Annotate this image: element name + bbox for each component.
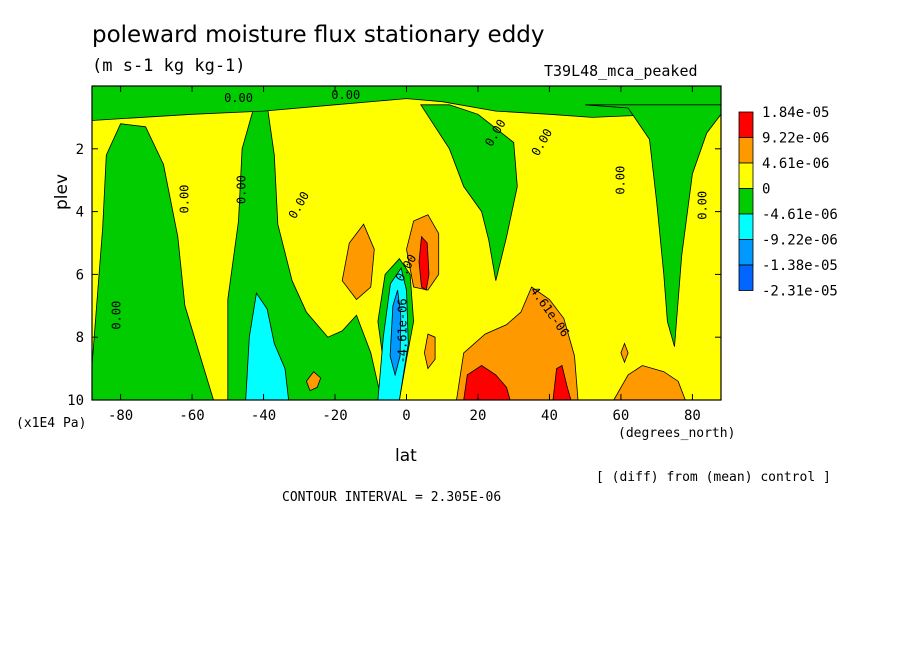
x-tick-label: 20 — [470, 408, 487, 424]
region-orange-mid-1 — [341, 223, 375, 301]
diff-note: [ (diff) from (mean) control ] — [596, 470, 831, 485]
legend-label: -9.22e-06 — [762, 233, 838, 249]
legend-label: -2.31e-05 — [762, 284, 838, 300]
x-tick-label: 40 — [541, 408, 558, 424]
region-nh-green-2 — [585, 104, 721, 347]
region-eq-blue-core — [389, 289, 402, 377]
x-tick-label: -20 — [322, 408, 347, 424]
chart-title: poleward moisture flux stationary eddy — [92, 22, 545, 48]
x-tick-label: 60 — [613, 408, 630, 424]
region-orange-nh-far — [613, 365, 686, 400]
contour-interval: CONTOUR INTERVAL = 2.305E-06 — [282, 490, 502, 505]
contour-label: -4.61e-06 — [395, 298, 409, 363]
x-axis-units: (degrees_north) — [618, 426, 736, 441]
legend-label: 4.61e-06 — [762, 156, 829, 172]
region-sh-cyan — [245, 292, 290, 400]
region-orange-small-nh — [620, 342, 629, 364]
legend-label: 1.84e-05 — [762, 105, 829, 121]
region-orange-small-eq — [423, 333, 436, 370]
contour-regions — [92, 86, 721, 400]
y-axis-ticks: 2 4 6 8 10 — [67, 142, 721, 409]
y-tick-label: 2 — [76, 142, 84, 158]
legend-swatch — [738, 137, 754, 164]
chart-units: (m s-1 kg kg-1) — [92, 56, 246, 76]
contour-label: 0.00 — [331, 88, 360, 102]
x-axis-label: lat — [395, 446, 417, 466]
x-tick-label: -60 — [179, 408, 204, 424]
contour-label: 0.00 — [613, 166, 627, 195]
y-tick-label: 8 — [76, 330, 84, 346]
run-label: T39L48_mca_peaked — [544, 62, 698, 80]
y-tick-label: 4 — [76, 205, 84, 221]
legend-label: 9.22e-06 — [762, 131, 829, 147]
region-nh-green-1 — [420, 104, 518, 281]
region-red-nh-low-1 — [463, 365, 511, 400]
contour-label: 0.00 — [224, 91, 253, 105]
legend-swatch — [738, 239, 754, 266]
contour-label: 0.00 — [110, 301, 124, 330]
legend-swatch — [738, 213, 754, 240]
contour-label: 0.00 — [235, 175, 249, 204]
x-axis-ticks: -80 -60 -40 -20 0 20 40 60 80 — [108, 86, 701, 424]
x-tick-label: 80 — [684, 408, 701, 424]
region-sh-high-green — [92, 123, 214, 400]
legend-label: -4.61e-06 — [762, 207, 838, 223]
x-tick-label: -40 — [251, 408, 276, 424]
legend-swatch — [738, 188, 754, 215]
region-orange-small-sh — [305, 371, 322, 392]
color-legend: 1.84e-05 9.22e-06 4.61e-06 0 -4.61e-06 -9.22e… — [738, 105, 838, 300]
legend-swatch — [738, 111, 754, 138]
region-red-mid — [418, 235, 430, 291]
y-axis-units: (x1E4 Pa) — [16, 416, 87, 431]
legend-label: 0 — [762, 182, 770, 198]
region-red-nh-low-2 — [552, 364, 572, 400]
legend-swatch — [738, 162, 754, 189]
y-tick-label: 10 — [67, 393, 84, 409]
x-tick-label: -80 — [108, 408, 133, 424]
contour-label: 0.00 — [177, 185, 191, 214]
legend-swatch — [738, 264, 754, 291]
x-tick-label: 0 — [402, 408, 410, 424]
contour-label: 0.00 — [696, 191, 710, 220]
legend-label: -1.38e-05 — [762, 258, 838, 274]
y-tick-label: 6 — [76, 267, 84, 283]
